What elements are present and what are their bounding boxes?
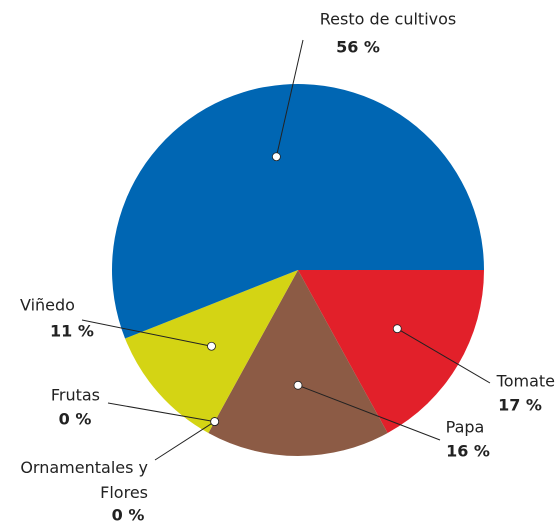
label-dot (392, 324, 402, 334)
value-label: 17 % (498, 396, 542, 415)
pie-slice (125, 270, 298, 433)
label-dot (210, 417, 220, 426)
label-line: Flores (100, 483, 148, 502)
leader-line (397, 328, 491, 384)
slice-label: Tomate (496, 372, 555, 391)
slice-label: Frutas (51, 386, 100, 405)
pie-slice (111, 84, 484, 339)
value-label: 56 % (336, 38, 380, 57)
value-label: 0 % (59, 410, 92, 429)
value-label: 11 % (50, 322, 94, 341)
value-label: 0 % (112, 506, 145, 524)
slice-label: Ornamentales y Flores (20, 458, 148, 502)
slice-label: Resto de cultivos (320, 10, 457, 29)
pie-slice (298, 270, 484, 433)
label-dot (293, 380, 303, 390)
label-dot (271, 152, 281, 162)
leader-line (107, 402, 215, 423)
label-line: Ornamentales y (20, 458, 148, 477)
slice-label: Viñedo (20, 296, 75, 315)
leader-line (275, 39, 304, 157)
leader-line (81, 319, 212, 347)
value-label: 16 % (446, 442, 490, 461)
leader-line (297, 384, 441, 441)
leader-line (154, 421, 215, 461)
pie-slice (208, 270, 388, 456)
slice-label: Papa (446, 418, 485, 437)
label-dot (207, 341, 216, 351)
